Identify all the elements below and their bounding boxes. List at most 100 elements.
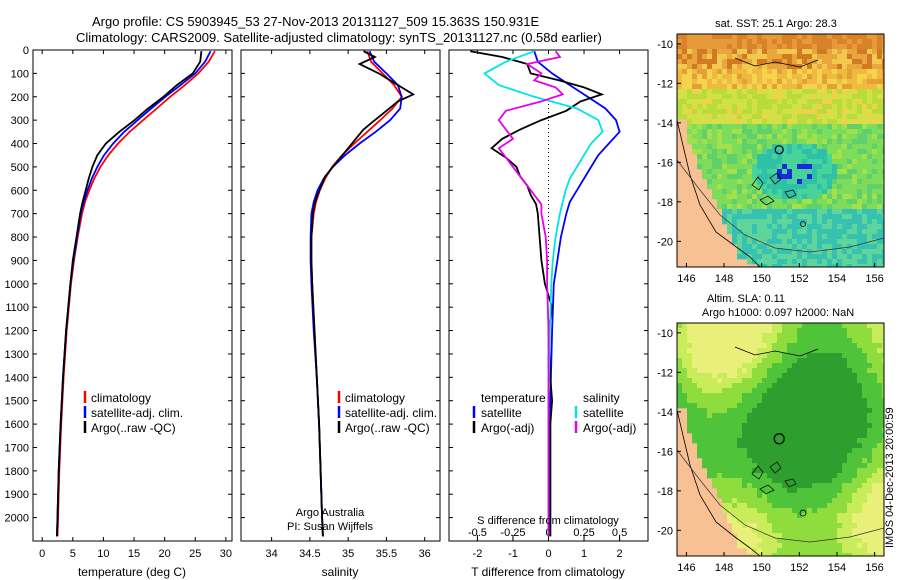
heatmap-cell [837,104,843,110]
heatmap-cell [722,169,728,175]
heatmap-cell [852,79,858,85]
heatmap-cell [782,418,788,424]
heatmap-cell [877,368,883,374]
heatmap-cell [677,358,683,364]
secondary-site-marker [799,509,807,517]
heatmap-cell [792,144,798,150]
heatmap-cell [857,333,863,339]
heatmap-cell [822,533,828,539]
heatmap-cell [847,423,853,429]
heatmap-cell [857,428,863,434]
heatmap-cell [837,548,843,554]
heatmap-cell [837,338,843,344]
heatmap-cell [847,209,853,215]
heatmap-cell [872,194,878,200]
heatmap-cell [722,199,728,205]
heatmap-cell [867,209,873,215]
heatmap-cell [747,463,753,469]
heatmap-cell [822,428,828,434]
heatmap-cell [802,468,808,474]
heatmap-cell [827,114,833,120]
heatmap-cell [847,338,853,344]
heatmap-cell [847,69,853,75]
heatmap-cell [877,174,883,180]
heatmap-cell [767,39,773,45]
heatmap-cell [742,408,748,414]
heatmap-cell [822,154,828,160]
heatmap-cell [712,54,718,60]
heatmap-cell [777,363,783,369]
heatmap-cell [822,323,828,329]
heatmap-cell [812,323,818,329]
heatmap-cell [727,99,733,105]
heatmap-cell [847,348,853,354]
heatmap-cell [747,328,753,334]
heatmap-cell [832,543,838,549]
heatmap-cell [797,343,803,349]
heatmap-cell [707,144,713,150]
heatmap-cell [697,114,703,120]
heatmap-cell [772,323,778,329]
heatmap-cell [837,343,843,349]
heatmap-cell [787,358,793,364]
heatmap-cell [797,488,803,494]
heatmap-cell [767,363,773,369]
heatmap-cell [872,114,878,120]
heatmap-cell [877,393,883,399]
heatmap-cell [827,483,833,489]
heatmap-cell [867,328,873,334]
heatmap-cell [692,134,698,140]
heatmap-cell [742,124,748,130]
heatmap-cell [757,34,763,40]
heatmap-cell [742,239,748,245]
heatmap-cell [772,523,778,529]
heatmap-cell [817,134,823,140]
heatmap-cell [747,363,753,369]
heatmap-cell [732,493,738,499]
heatmap-cell [822,214,828,220]
heatmap-cell [792,159,798,165]
heatmap-cell [857,209,863,215]
heatmap-cell [762,373,768,379]
heatmap-cell [857,114,863,120]
heatmap-cell [867,423,873,429]
heatmap-cell [812,498,818,504]
heatmap-cell [767,323,773,329]
heatmap-cell [812,443,818,449]
heatmap-cell [777,548,783,554]
heatmap-cell [762,488,768,494]
heatmap-cell [827,538,833,544]
heatmap-cell [837,348,843,354]
heatmap-cell [872,483,878,489]
heatmap-cell [852,134,858,140]
heatmap-cell [837,179,843,185]
heatmap-cell [737,94,743,100]
heatmap-cell [742,254,748,260]
heatmap-cell [697,408,703,414]
t-difference-xlabel: T difference from climatology [471,565,625,579]
heatmap-cell [687,64,693,70]
heatmap-cell [717,189,723,195]
heatmap-cell [827,413,833,419]
heatmap-cell [842,174,848,180]
heatmap-cell [872,189,878,195]
heatmap-cell [802,119,808,125]
heatmap-cell [772,44,778,50]
heatmap-cell [782,244,788,250]
heatmap-cell [722,453,728,459]
heatmap-cell [807,259,813,265]
heatmap-cell [772,74,778,80]
heatmap-cell [872,244,878,250]
heatmap-cell [877,433,883,439]
heatmap-cell [832,244,838,250]
heatmap-cell [772,488,778,494]
heatmap-cell [837,254,843,260]
heatmap-cell [882,383,884,389]
heatmap-cell [777,164,783,170]
legend-label-satellite: satellite-adj. clim. [345,406,437,420]
heatmap-cell [812,159,818,165]
heatmap-cell [792,413,798,419]
heatmap-cell [827,244,833,250]
heatmap-cell [727,199,733,205]
heatmap-cell [702,44,708,50]
